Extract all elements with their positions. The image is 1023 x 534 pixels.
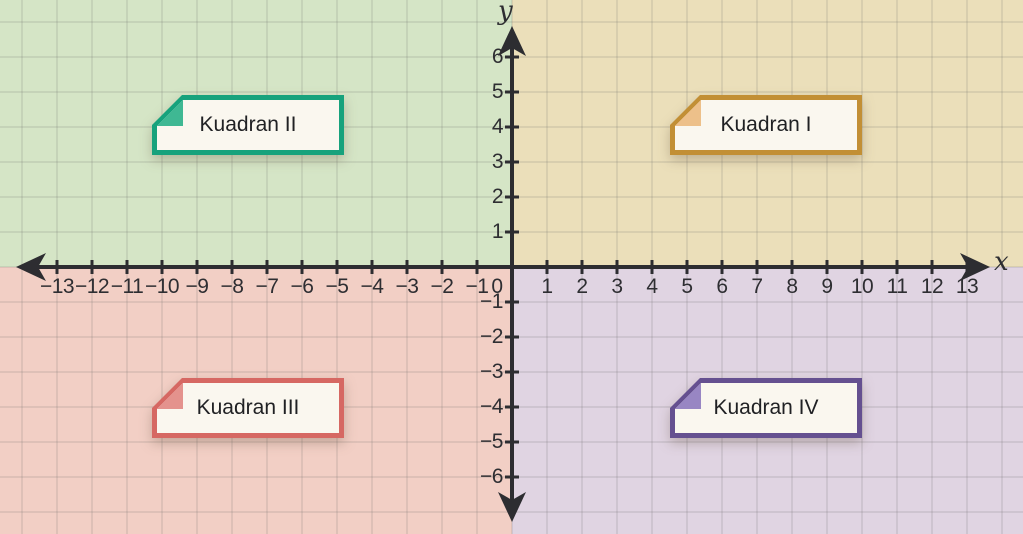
quadrant-ii-card: Kuadran II [152, 95, 344, 155]
quadrant-iv-card: Kuadran IV [670, 378, 862, 438]
origin-label: 0 [491, 275, 503, 298]
y-axis-label: y [498, 0, 513, 26]
y-tick-label: 4 [491, 115, 504, 138]
corner-fold-icon [157, 383, 183, 409]
quadrant-ii-card-label: Kuadran II [199, 113, 297, 136]
x-tick-label: 12 [920, 275, 944, 298]
x-tick-label: 7 [751, 275, 763, 298]
x-tick-label: −2 [430, 275, 454, 298]
card-face: Kuadran II [157, 100, 339, 150]
quadrant-iv-card-label: Kuadran IV [713, 396, 819, 419]
x-tick-label: 3 [611, 275, 623, 298]
y-tick-label: −2 [480, 325, 503, 348]
x-tick-label: −13 [39, 275, 75, 298]
x-tick-label: 5 [681, 275, 693, 298]
x-tick-label: 4 [646, 275, 658, 298]
x-tick-label: 11 [886, 275, 908, 298]
x-tick-label: −10 [144, 275, 180, 298]
quadrant-i-card: Kuadran I [670, 95, 862, 155]
x-tick-label: −7 [255, 275, 279, 298]
x-tick-label: 10 [850, 275, 874, 298]
card-border: Kuadran II [152, 95, 344, 155]
x-tick-label: −3 [395, 275, 419, 298]
x-tick-label: 2 [576, 275, 588, 298]
x-tick-label: −1 [465, 275, 489, 298]
x-tick-label: −6 [290, 275, 314, 298]
x-tick-label: 6 [716, 275, 728, 298]
card-face: Kuadran III [157, 383, 339, 433]
x-tick-label: −4 [360, 275, 384, 298]
corner-fold-icon [675, 383, 701, 409]
card-border: Kuadran III [152, 378, 344, 438]
y-tick-label: 5 [491, 80, 504, 103]
y-tick-label: −4 [480, 395, 503, 418]
y-axis-down-arrow-icon [498, 492, 526, 522]
quadrant-iii-card-label: Kuadran III [196, 396, 300, 419]
y-tick-label: 2 [491, 185, 504, 208]
card-border: Kuadran IV [670, 378, 862, 438]
x-tick-label: 1 [541, 275, 553, 298]
y-tick-label: −1 [480, 290, 503, 313]
y-tick-label: 6 [491, 45, 504, 68]
x-tick-label: 9 [821, 275, 833, 298]
x-tick-label: −8 [220, 275, 244, 298]
x-tick-label: −5 [325, 275, 349, 298]
axis-tick-marks [55, 55, 969, 479]
x-tick-label: −12 [74, 275, 110, 298]
x-tick-label: 13 [955, 275, 979, 298]
y-tick-label: −3 [480, 360, 503, 383]
corner-fold-icon [157, 100, 183, 126]
quadrant-i-card-label: Kuadran I [720, 113, 812, 136]
quadrant-iii-card: Kuadran III [152, 378, 344, 438]
x-tick-label: 8 [786, 275, 798, 298]
x-tick-label: −11 [110, 275, 144, 298]
y-tick-label: 3 [491, 150, 504, 173]
y-tick-label: −6 [480, 465, 503, 488]
card-face: Kuadran I [675, 100, 857, 150]
x-axis-label: x [994, 247, 1009, 277]
x-tick-label: −9 [185, 275, 209, 298]
card-border: Kuadran I [670, 95, 862, 155]
card-face: Kuadran IV [675, 383, 857, 433]
y-axis-up-arrow-icon [498, 26, 526, 56]
y-tick-label: −5 [480, 430, 503, 453]
y-tick-label: 1 [491, 220, 504, 243]
x-axis-left-arrow-icon [16, 253, 46, 281]
corner-fold-icon [675, 100, 701, 126]
